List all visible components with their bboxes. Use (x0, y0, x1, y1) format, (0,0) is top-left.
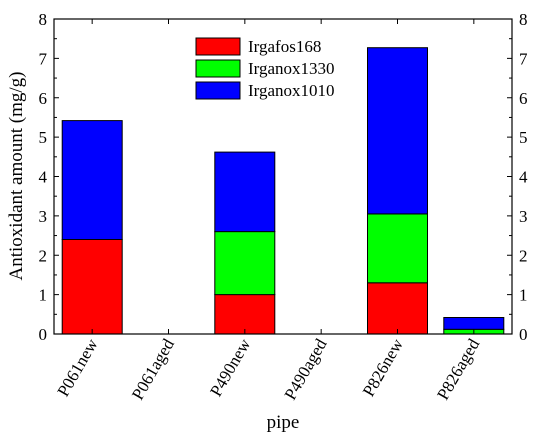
x-tick-label: P490new (206, 335, 254, 400)
legend-label: Irgafos168 (248, 37, 321, 56)
bar-P061new-Irgafos168 (61, 239, 123, 335)
legend-swatch-Irgafos168 (195, 37, 241, 56)
y-tick-label-right: 7 (519, 49, 528, 68)
y-tick-label-right: 2 (519, 246, 528, 265)
y-tick-label-left: 0 (39, 325, 48, 344)
y-tick-label-right: 3 (519, 207, 528, 226)
bar-P826new-Irgafos168 (367, 282, 428, 335)
bar-P490new-Irganox1010 (214, 151, 276, 233)
y-tick-label-right: 8 (519, 10, 528, 29)
x-tick-label: P061new (54, 335, 102, 400)
y-axis-title: Antioxidant amount (mg/g) (6, 72, 27, 281)
y-tick-label-right: 5 (519, 128, 528, 147)
legend-swatch-Irganox1330 (195, 59, 241, 78)
bar-P826new-Irganox1330 (367, 213, 428, 284)
bar-P826new-Irganox1010 (367, 47, 428, 215)
y-tick-label-left: 4 (39, 168, 48, 187)
y-tick-label-left: 3 (39, 207, 48, 226)
bar-P490new-Irganox1330 (214, 231, 276, 296)
legend-label: Irganox1330 (248, 59, 335, 78)
bar-P061new-Irganox1010 (61, 120, 123, 240)
y-tick-label-right: 6 (519, 89, 528, 108)
y-tick-label-left: 5 (39, 128, 48, 147)
legend-label: Irganox1010 (248, 81, 335, 100)
y-tick-label-left: 6 (39, 89, 48, 108)
y-tick-label-right: 1 (519, 286, 528, 305)
y-tick-label-left: 8 (39, 10, 48, 29)
x-axis-title: pipe (267, 412, 300, 433)
x-tick-label: P826new (359, 335, 407, 400)
bar-P826aged-Irganox1010 (443, 317, 505, 330)
y-tick-label-right: 0 (519, 325, 528, 344)
bar-P490new-Irgafos168 (214, 294, 276, 335)
bars-layer (61, 47, 505, 335)
legend-swatch-Irganox1010 (195, 81, 241, 100)
legend: Irgafos168 Irganox1330 Irganox1010 (190, 33, 354, 103)
y-tick-label-left: 1 (39, 286, 48, 305)
y-tick-label-right: 4 (519, 168, 528, 187)
y-tick-label-left: 2 (39, 246, 48, 265)
y-tick-label-left: 7 (39, 49, 48, 68)
x-tick-label: P490aged (281, 335, 331, 403)
x-tick-label: P061aged (128, 335, 178, 403)
x-tick-label: P826aged (433, 335, 483, 403)
